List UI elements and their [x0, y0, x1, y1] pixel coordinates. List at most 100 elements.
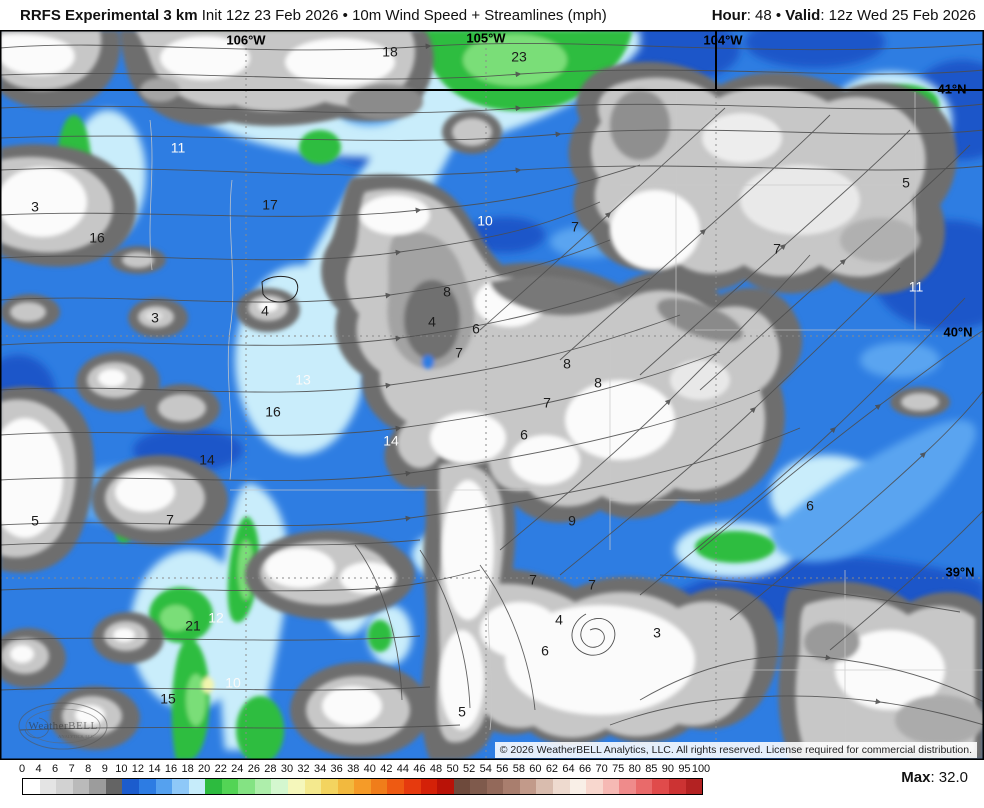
colorbar-tick-label: 30: [280, 763, 294, 775]
colorbar-tick-label: 62: [545, 763, 559, 775]
colorbar-tick-label: 8: [85, 763, 92, 775]
colorbar-cell: [172, 779, 189, 794]
colorbar-cell: [354, 779, 371, 794]
colorbar-tick-label: 64: [562, 763, 575, 775]
colorbar-tick-label: 42: [380, 763, 393, 775]
colorbar-tick-label: 18: [181, 763, 194, 775]
colorbar-tick-label: 20: [198, 763, 211, 775]
colorbar-tick-label: 44: [396, 763, 410, 775]
county-boundaries: [149, 92, 984, 755]
colorbar-cell: [503, 779, 520, 794]
colorbar-tick-label: 0: [18, 763, 26, 775]
colorbar-tick-label: 32: [297, 763, 310, 775]
colorbar-cell: [321, 779, 338, 794]
colorbar-tick-label: 7: [68, 763, 75, 775]
colorbar-cell: [304, 779, 322, 794]
terrain-contour: [261, 275, 299, 303]
colorbar-cell: [221, 779, 239, 794]
colorbar-cell: [72, 779, 90, 794]
colorbar-cell: [155, 779, 173, 794]
streamlines: [0, 43, 984, 731]
colorbar-tick-label: 52: [463, 763, 476, 775]
colorbar-tick-label: 14: [148, 763, 161, 775]
colorbar-cell: [122, 779, 139, 794]
colorbar-tick-label: 28: [264, 763, 277, 775]
wind-map-graphic: WeatherBELL ANALYTICS, LLC: [0, 12, 984, 764]
colorbar-cell: [188, 779, 206, 794]
latlon-gridlines: [0, 30, 984, 760]
colorbar-cell: [553, 779, 570, 794]
colorbar-tick-label: 6: [52, 763, 59, 775]
colorbar-cell: [602, 779, 620, 794]
colorbar-tick-label: 12: [131, 763, 145, 775]
colorbar-cell: [288, 779, 305, 794]
colorbar-tick-label: 38: [347, 763, 360, 775]
colorbar-tick-label: 4: [35, 763, 42, 775]
weatherbell-logo: WeatherBELL ANALYTICS, LLC: [18, 702, 108, 750]
colorbar-tick-label: 10: [115, 763, 128, 775]
header-bar: RRFS Experimental 3 km Init 12z 23 Feb 2…: [0, 0, 984, 30]
svg-text:WeatherBELL: WeatherBELL: [28, 720, 97, 732]
colorbar-tick-label: 50: [446, 763, 459, 775]
colorbar-cell: [536, 779, 553, 794]
colorbar-tick-label: 36: [330, 763, 343, 775]
colorbar-cell: [138, 779, 156, 794]
colorbar-cells: [22, 778, 703, 795]
colorbar-cell: [668, 779, 686, 794]
vortex-streamline: [571, 613, 616, 656]
map-title: RRFS Experimental 3 km Init 12z 23 Feb 2…: [20, 7, 607, 24]
colorbar-cell: [387, 779, 404, 794]
colorbar-cell: [254, 779, 272, 794]
colorbar-tick-label: 26: [247, 763, 260, 775]
init-and-variable: Init 12z 23 Feb 2026 • 10m Wind Speed + …: [197, 6, 607, 24]
colorbar-tick-label: 58: [512, 763, 525, 775]
svg-text:ANALYTICS, LLC: ANALYTICS, LLC: [58, 734, 94, 740]
colorbar-cell: [337, 779, 355, 794]
colorbar-cell: [205, 779, 222, 794]
colorbar-cell: [238, 779, 255, 794]
colorbar-cell: [519, 779, 537, 794]
colorbar-tick-label: 100: [691, 763, 711, 775]
colorbar-tick-label: 40: [363, 763, 376, 775]
colorbar-cell: [105, 779, 123, 794]
colorbar-tick-label: 95: [678, 763, 691, 775]
colorbar-cell: [470, 779, 487, 794]
colorbar-cell: [89, 779, 106, 794]
valid-time: Hour: 48 • Valid: 12z Wed 25 Feb 2026: [711, 6, 976, 24]
colorbar-cell: [685, 779, 703, 794]
colorbar-tick-label: 22: [214, 763, 227, 775]
colorbar-cell: [403, 779, 421, 794]
colorbar-tick-label: 60: [529, 763, 542, 775]
colorbar-cell: [569, 779, 587, 794]
colorbar-cell: [437, 779, 454, 794]
colorbar-cell: [39, 779, 57, 794]
colorbar-tick-label: 46: [413, 763, 426, 775]
colorbar-cell: [271, 779, 288, 794]
colorbar-tick-label: 54: [479, 763, 492, 775]
map-canvas: WeatherBELL ANALYTICS, LLC: [0, 12, 984, 764]
copyright-notice: © 2026 WeatherBELL Analytics, LLC. All r…: [494, 742, 977, 758]
colorbar-tick-label: 70: [595, 763, 608, 775]
colorbar-cell: [56, 779, 73, 794]
colorbar-tick-label: 34: [313, 763, 327, 775]
colorbar-tick-label: 85: [645, 763, 658, 775]
colorbar-cell: [635, 779, 653, 794]
colorbar-tick-label: 90: [661, 763, 674, 775]
colorbar-cell: [619, 779, 636, 794]
colorbar-tick-label: 80: [628, 763, 641, 775]
colorbar-tick-label: 75: [612, 763, 625, 775]
colorbar-ticks: 0 4 6 7 8 9 10 12 14 16 18 20 22 24 26 28 30 32 34 36 38 40 42…: [0, 763, 984, 777]
colorbar-cell: [586, 779, 603, 794]
state-borders: [0, 30, 984, 91]
colorbar-tick-label: 48: [429, 763, 443, 775]
colorbar-cell: [420, 779, 438, 794]
colorbar-cell: [486, 779, 504, 794]
model-name: RRFS Experimental 3 km: [20, 6, 198, 24]
colorbar-tick-label: 16: [164, 763, 178, 775]
colorbar-cell: [652, 779, 669, 794]
colorbar-cell: [370, 779, 388, 794]
colorbar-tick-label: 9: [101, 763, 108, 775]
hour-label: Hour: [711, 6, 747, 24]
colorbar-tick-label: 56: [496, 763, 509, 775]
